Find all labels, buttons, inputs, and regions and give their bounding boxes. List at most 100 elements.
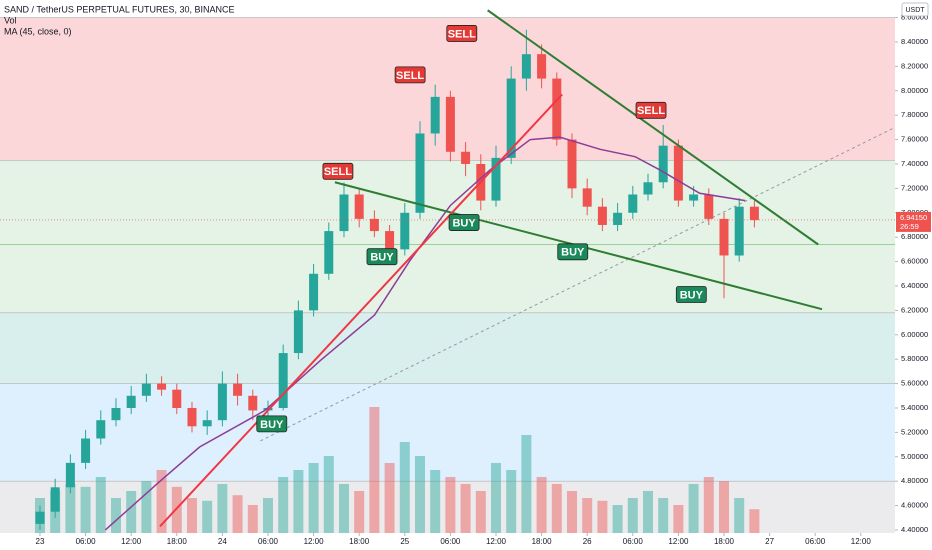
volume-bar bbox=[414, 456, 425, 540]
candle-body bbox=[461, 151, 471, 164]
volume-bar bbox=[734, 498, 745, 540]
signal-label: BUY bbox=[370, 252, 394, 264]
candle-body bbox=[400, 212, 410, 250]
y-tick-label: 6.80000 bbox=[901, 232, 928, 241]
candle-body bbox=[187, 407, 197, 427]
signal-label: SELL bbox=[324, 166, 352, 178]
candle-body bbox=[719, 218, 729, 256]
volume-bar bbox=[658, 498, 669, 540]
candle-body bbox=[445, 96, 455, 152]
x-tick-label: 06:00 bbox=[258, 537, 279, 546]
volume-bar bbox=[247, 505, 258, 540]
volume-bar bbox=[703, 477, 714, 540]
background bbox=[0, 17, 895, 550]
volume-bar bbox=[80, 486, 91, 540]
y-tick-label: 5.80000 bbox=[901, 354, 928, 363]
volume-bar bbox=[688, 484, 699, 540]
candle-body bbox=[248, 395, 258, 411]
candle-body bbox=[582, 188, 592, 207]
candle-body bbox=[65, 462, 75, 488]
candle-body bbox=[96, 420, 106, 439]
signal-label: BUY bbox=[452, 217, 476, 229]
volume-bar bbox=[293, 470, 304, 540]
y-tick-label: 5.40000 bbox=[901, 403, 928, 412]
trend-line bbox=[487, 9, 819, 246]
x-tick-label: 06:00 bbox=[440, 537, 461, 546]
trend-line bbox=[159, 93, 563, 528]
volume-bar bbox=[278, 477, 289, 540]
volume-bar bbox=[156, 470, 167, 540]
volume-bar bbox=[673, 505, 684, 540]
candle-body bbox=[415, 133, 425, 213]
signal-label: SELL bbox=[448, 28, 476, 40]
last-price-box bbox=[896, 211, 931, 232]
volume-bar bbox=[126, 491, 137, 540]
y-tick-label: 8.00000 bbox=[901, 86, 928, 95]
candle-body bbox=[172, 389, 182, 408]
volume-bar bbox=[369, 407, 380, 540]
dashed-trend-line bbox=[260, 126, 896, 442]
volume-bar bbox=[384, 463, 395, 540]
candle-body bbox=[643, 182, 653, 195]
signal-label: BUY bbox=[260, 419, 284, 431]
volume-bar bbox=[186, 498, 197, 540]
y-tick-label: 8.20000 bbox=[901, 61, 928, 70]
x-tick-label: 18:00 bbox=[349, 537, 370, 546]
time-axis bbox=[0, 533, 895, 550]
y-tick-label: 5.20000 bbox=[901, 427, 928, 436]
candle-body bbox=[704, 194, 714, 219]
signal-label: BUY bbox=[561, 247, 585, 259]
candle-body bbox=[324, 231, 334, 274]
candle-body bbox=[537, 54, 547, 79]
candle-body bbox=[233, 383, 243, 396]
candle-body bbox=[217, 383, 227, 421]
y-tick-label: 7.80000 bbox=[901, 110, 928, 119]
candle-body bbox=[369, 218, 379, 232]
signal-label: BUY bbox=[680, 289, 704, 301]
volume-bar bbox=[399, 442, 410, 540]
volume-bar bbox=[490, 463, 501, 540]
x-tick-label: 12:00 bbox=[304, 537, 325, 546]
volume-bar bbox=[202, 500, 213, 540]
ma-label: MA (45, close, 0) bbox=[4, 26, 72, 36]
x-tick-label: 18:00 bbox=[532, 537, 553, 546]
volume-bar bbox=[597, 500, 608, 540]
zone bbox=[0, 383, 895, 482]
candle-body bbox=[734, 206, 744, 256]
candle-body bbox=[157, 383, 167, 390]
candle-body bbox=[278, 353, 288, 408]
volume-bar bbox=[338, 484, 349, 540]
x-tick-label: 24 bbox=[218, 537, 227, 546]
x-tick-label: 25 bbox=[400, 537, 409, 546]
x-tick-label: 18:00 bbox=[714, 537, 735, 546]
last-price-label: 6.94150 bbox=[900, 213, 927, 222]
signal-box bbox=[394, 66, 426, 84]
candle-body bbox=[35, 511, 45, 524]
x-tick-label: 06:00 bbox=[805, 537, 826, 546]
x-tick-label: 27 bbox=[765, 537, 774, 546]
volume-bar bbox=[460, 484, 471, 540]
volume-bar bbox=[354, 491, 365, 540]
volume-bar bbox=[110, 498, 121, 540]
y-tick-label: 6.00000 bbox=[901, 330, 928, 339]
candle-body bbox=[111, 407, 121, 421]
zone bbox=[0, 312, 895, 384]
candle-body bbox=[521, 54, 531, 79]
y-tick-label: 5.60000 bbox=[901, 379, 928, 388]
volume-bar bbox=[718, 481, 729, 540]
signal-box bbox=[448, 214, 480, 231]
candle-body bbox=[385, 231, 395, 250]
candle-body bbox=[613, 212, 623, 225]
candle-body bbox=[430, 96, 440, 134]
candle-body bbox=[81, 438, 91, 463]
volume-bar bbox=[262, 498, 273, 540]
signal-box bbox=[366, 248, 398, 266]
y-tick-label: 8.40000 bbox=[901, 37, 928, 46]
unit-label: USDT bbox=[905, 7, 925, 14]
x-tick-label: 12:00 bbox=[121, 537, 142, 546]
signal-box bbox=[446, 25, 478, 42]
axes: 4.40000 4.60000 4.80000 5.00000 5.20000 5.400… bbox=[36, 13, 931, 546]
volume-bar bbox=[445, 477, 456, 540]
